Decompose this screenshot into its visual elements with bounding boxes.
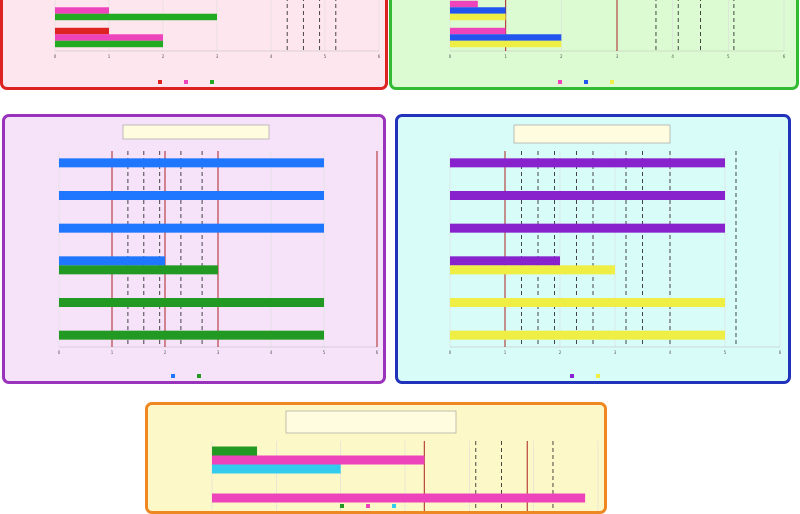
chart-svg: 0 1 2 3 4 5 6 <box>449 124 782 378</box>
legend-swatch <box>210 80 214 84</box>
bar <box>450 265 615 275</box>
x-tick-label: 3 <box>216 54 219 59</box>
bar <box>450 191 725 200</box>
x-tick-label: 5 <box>323 350 326 355</box>
x-tick-label: 4 <box>270 54 273 59</box>
chart-svg: 0 1 2 3 4 5 6 <box>449 0 786 84</box>
x-tick-label: 2 <box>560 54 563 59</box>
x-tick-label: 1 <box>111 350 114 355</box>
chart-svg: 0 1 2 3 4 5 6 <box>58 124 379 378</box>
chart-panel-2: 0 1 2 3 4 5 6 <box>389 0 799 90</box>
legend-swatch <box>340 504 344 508</box>
bar <box>55 27 109 35</box>
x-tick-label: 2 <box>162 54 165 59</box>
chart-title-box <box>513 124 671 144</box>
bar <box>55 13 217 21</box>
legend-swatch <box>366 504 370 508</box>
x-tick-label: 1 <box>108 54 111 59</box>
bar <box>450 298 725 307</box>
x-tick-label: 5 <box>324 54 327 59</box>
x-tick-label: 4 <box>669 350 672 355</box>
chart-panel-4: 0 1 2 3 4 5 6 <box>395 114 791 384</box>
bar <box>450 330 725 340</box>
legend-swatch <box>158 80 162 84</box>
bar <box>59 330 324 340</box>
x-tick-label: 0 <box>58 350 61 355</box>
x-tick-label: 3 <box>614 350 617 355</box>
bar <box>59 223 324 233</box>
x-tick-label: 6 <box>378 54 381 59</box>
bar <box>450 27 506 35</box>
bar <box>59 298 324 307</box>
legend-swatch <box>171 374 175 378</box>
chart-title-box <box>285 410 457 434</box>
legend-swatch <box>596 374 600 378</box>
bar <box>450 223 725 233</box>
legend-swatch <box>184 80 188 84</box>
x-tick-label: 0 <box>54 54 57 59</box>
legend-swatch <box>197 374 201 378</box>
bar <box>450 7 506 14</box>
chart-panel-3: 0 1 2 3 4 5 6 <box>2 114 386 384</box>
bar <box>450 0 478 8</box>
x-tick-label: 6 <box>783 54 786 59</box>
bar <box>450 256 560 266</box>
chart-title-box <box>122 124 270 140</box>
bar <box>450 34 562 41</box>
x-tick-label: 3 <box>217 350 220 355</box>
x-tick-label: 0 <box>449 54 452 59</box>
x-tick-label: 2 <box>559 350 562 355</box>
bar <box>55 40 163 48</box>
legend-swatch <box>584 80 588 84</box>
x-tick-label: 6 <box>779 350 782 355</box>
legend-swatch <box>558 80 562 84</box>
chart-panel-1: 0 1 2 3 4 5 6 <box>0 0 388 90</box>
bar <box>55 34 163 41</box>
bar <box>212 455 425 465</box>
bar <box>59 158 324 168</box>
legend-swatch <box>570 374 574 378</box>
legend-swatch <box>392 504 396 508</box>
x-tick-label: 1 <box>504 350 507 355</box>
bar <box>450 158 725 168</box>
x-tick-label: 5 <box>727 54 730 59</box>
x-tick-label: 0 <box>449 350 452 355</box>
x-tick-label: 4 <box>671 54 674 59</box>
legend-swatch <box>610 80 614 84</box>
bar <box>212 446 258 456</box>
chart-svg: 0 1 2 3 4 5 6 <box>54 0 381 84</box>
bar <box>59 256 165 266</box>
bar <box>450 40 562 48</box>
x-tick-label: 5 <box>724 350 727 355</box>
x-tick-label: 4 <box>270 350 273 355</box>
bar <box>55 7 109 14</box>
bar <box>212 464 341 474</box>
bar <box>212 493 586 503</box>
bar <box>450 13 506 21</box>
bar <box>59 265 218 275</box>
x-tick-label: 1 <box>504 54 507 59</box>
x-tick-label: 2 <box>164 350 167 355</box>
bar <box>59 191 324 200</box>
x-tick-label: 3 <box>616 54 619 59</box>
x-tick-label: 6 <box>376 350 379 355</box>
